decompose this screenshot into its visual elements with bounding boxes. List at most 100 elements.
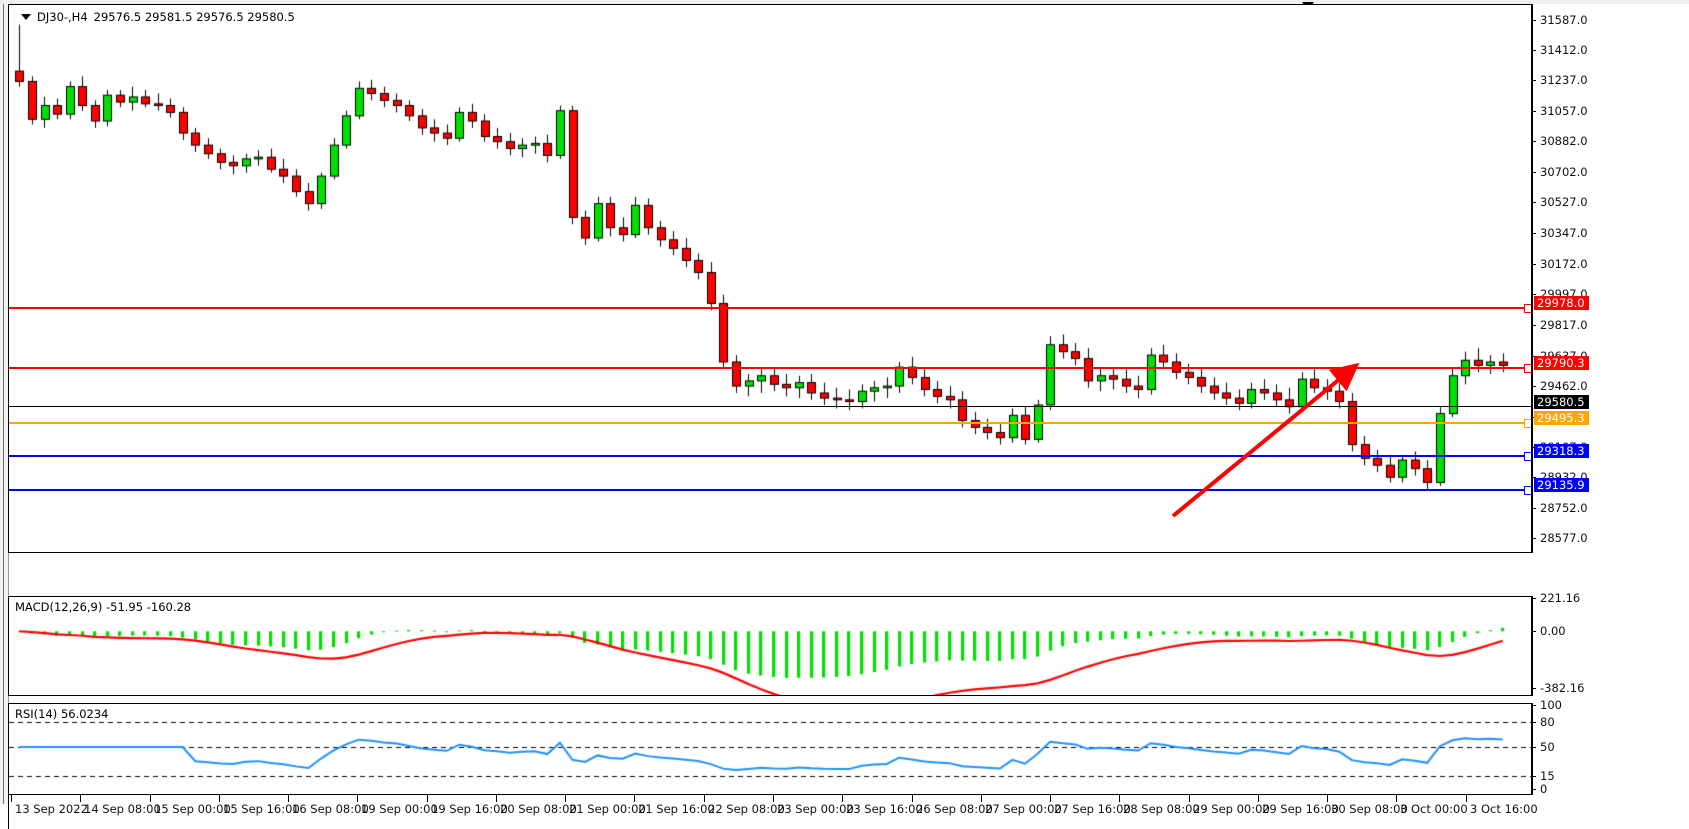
macd-plot-area[interactable] [9, 597, 1531, 695]
time-axis-label: 27 Sep 00:00 [985, 802, 1062, 816]
triangle-down-icon[interactable] [21, 14, 31, 20]
time-axis-label: 21 Sep 00:00 [569, 802, 646, 816]
time-tick [1189, 795, 1190, 802]
price-tag-resistance-1[interactable]: 29978.0 [1534, 296, 1589, 310]
price-tick: 31057.0 [1532, 105, 1588, 118]
symbol-info-line: DJ30-,H4 29576.5 29581.5 29576.5 29580.5 [21, 10, 295, 24]
level-handle-resistance-1[interactable] [1524, 304, 1531, 313]
time-tick [11, 795, 12, 802]
time-tick [704, 795, 705, 802]
time-axis-label: 15 Sep 16:00 [223, 802, 300, 816]
rsi-pane[interactable]: RSI(14) 56.0234 [8, 703, 1532, 795]
time-tick [1327, 795, 1328, 802]
time-tick [1258, 795, 1259, 802]
time-axis-label: 19 Sep 00:00 [361, 802, 438, 816]
price-tag-support-1[interactable]: 29318.3 [1534, 444, 1589, 458]
price-axis-scale[interactable]: 31587.0 31412.0 31237.0 31057.0 30882.0 30702… [1532, 4, 1689, 553]
level-handle-resistance-2[interactable] [1524, 364, 1531, 373]
time-tick [565, 795, 566, 802]
rsi-label: RSI(14) 56.0234 [15, 707, 109, 721]
price-tick: 29462.0 [1532, 379, 1588, 393]
time-tick [1119, 795, 1120, 802]
time-axis-label: 3 Oct 16:00 [1470, 802, 1538, 816]
time-tick [1050, 795, 1051, 802]
macd-tick: 221.16 [1532, 592, 1580, 605]
rsi-tick: 50 [1532, 741, 1555, 754]
scale-divider-macd [1532, 596, 1533, 696]
time-tick [842, 795, 843, 802]
macd-pane[interactable]: MACD(12,26,9) -51.95 -160.28 [8, 596, 1532, 696]
rsi-tick: 15 [1532, 770, 1555, 783]
time-axis-label: 28 Sep 08:00 [1123, 802, 1200, 816]
macd-label: MACD(12,26,9) -51.95 -160.28 [15, 600, 192, 614]
time-axis-label: 16 Sep 08:00 [292, 802, 369, 816]
price-line-support-2[interactable] [9, 489, 1531, 491]
time-axis[interactable]: 13 Sep 2022 14 Sep 08:00 15 Sep 00:00 15 Se… [8, 795, 1538, 829]
time-tick [357, 795, 358, 802]
price-tag-resistance-2[interactable]: 29790.3 [1534, 356, 1589, 370]
time-axis-label: 15 Sep 00:00 [154, 802, 231, 816]
left-rail-divider [3, 4, 4, 804]
level-handle-support-1[interactable] [1524, 452, 1531, 461]
time-axis-label: 19 Sep 16:00 [431, 802, 508, 816]
rsi-tick: 0 [1532, 783, 1547, 796]
price-tick: 31412.0 [1532, 44, 1588, 57]
price-tick: 30347.0 [1532, 227, 1588, 240]
time-tick [496, 795, 497, 802]
price-tick: 30882.0 [1532, 135, 1588, 148]
price-tick: 30527.0 [1532, 196, 1588, 209]
time-tick [1396, 795, 1397, 802]
rsi-tick: 100 [1532, 699, 1562, 712]
time-axis-label: 21 Sep 16:00 [638, 802, 715, 816]
price-chart-pane[interactable]: DJ30-,H4 29576.5 29581.5 29576.5 29580.5 [8, 4, 1532, 553]
time-tick [773, 795, 774, 802]
scale-divider-rsi [1532, 703, 1533, 795]
macd-tick: 0.00 [1532, 624, 1566, 638]
price-line-support-1[interactable] [9, 455, 1531, 457]
rsi-axis-scale: 100 80 50 15 0 [1532, 699, 1689, 796]
time-tick [634, 795, 635, 802]
time-tick [150, 795, 151, 802]
time-axis-label: 29 Sep 00:00 [1193, 802, 1270, 816]
price-tick: 30172.0 [1532, 257, 1588, 271]
price-tick: 28577.0 [1532, 532, 1588, 545]
rsi-tick: 80 [1532, 715, 1555, 729]
time-axis-label: 13 Sep 2022 [15, 802, 88, 816]
price-tick: 30702.0 [1532, 166, 1588, 179]
price-tick: 28752.0 [1532, 501, 1588, 515]
price-line-resistance-2[interactable] [9, 367, 1531, 369]
time-tick [981, 795, 982, 802]
price-tick: 29817.0 [1532, 318, 1588, 332]
level-handle-pivot[interactable] [1524, 419, 1531, 428]
macd-tick: -382.16 [1532, 682, 1584, 695]
time-axis-label: 3 Oct 00:00 [1400, 802, 1468, 816]
time-axis-label: 30 Sep 08:00 [1331, 802, 1408, 816]
time-tick [1466, 795, 1467, 802]
price-tick: 31237.0 [1532, 74, 1588, 87]
rsi-plot-area[interactable] [9, 704, 1531, 794]
scale-divider-price [1532, 4, 1533, 553]
level-handle-support-2[interactable] [1524, 486, 1531, 495]
time-tick [80, 795, 81, 802]
price-line-pivot[interactable] [9, 422, 1531, 424]
price-line-resistance-1[interactable] [9, 307, 1531, 309]
time-tick [912, 795, 913, 802]
time-axis-label: 26 Sep 08:00 [916, 802, 993, 816]
price-tick: 31587.0 [1532, 14, 1588, 27]
price-tag-pivot[interactable]: 29495.3 [1534, 411, 1589, 425]
price-tag-support-2[interactable]: 29135.9 [1534, 478, 1589, 492]
symbol-label: DJ30-,H4 [37, 10, 88, 24]
time-axis-label: 22 Sep 08:00 [708, 802, 785, 816]
time-axis-label: 23 Sep 16:00 [846, 802, 923, 816]
price-plot-area[interactable] [9, 5, 1531, 552]
price-line-current-price[interactable] [9, 406, 1531, 407]
price-tag-current-price[interactable]: 29580.5 [1534, 395, 1589, 409]
time-axis-label: 29 Sep 16:00 [1262, 802, 1339, 816]
time-axis-label: 23 Sep 00:00 [777, 802, 854, 816]
ohlc-values: 29576.5 29581.5 29576.5 29580.5 [93, 10, 295, 24]
time-axis-label: 27 Sep 16:00 [1054, 802, 1131, 816]
time-axis-label: 14 Sep 08:00 [84, 802, 161, 816]
time-tick [427, 795, 428, 802]
macd-axis-scale: 221.16 0.00 -382.16 [1532, 592, 1689, 696]
